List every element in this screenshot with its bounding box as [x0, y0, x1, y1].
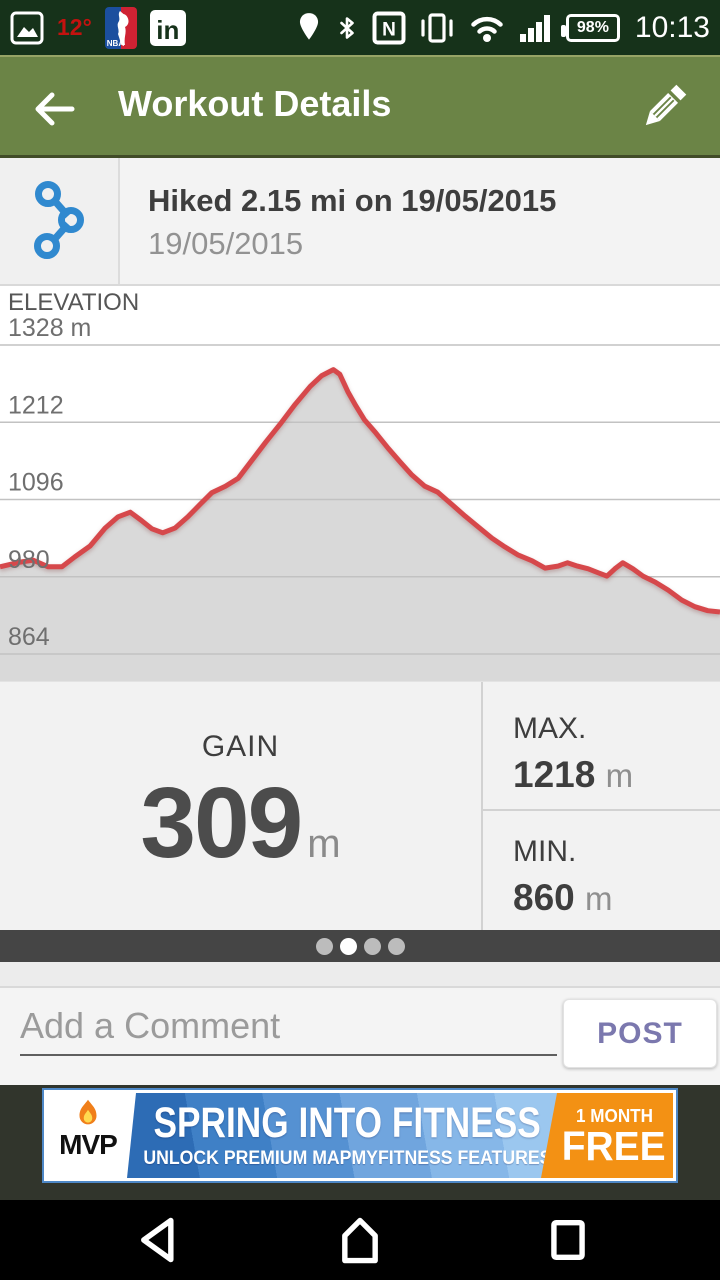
pager-dot-1[interactable]: [339, 937, 357, 955]
gallery-notification-icon: [10, 11, 44, 44]
gain-value: 309: [140, 767, 303, 879]
workout-date: 19/05/2015: [148, 226, 304, 261]
svg-text:1328 m: 1328 m: [8, 314, 91, 342]
max-label: MAX.: [513, 712, 587, 745]
pager-dot-0[interactable]: [315, 937, 333, 955]
location-icon: [299, 12, 318, 40]
nav-recents-icon[interactable]: [542, 1214, 594, 1266]
stats-vertical-divider: [481, 682, 483, 930]
ad-headline: SPRING INTO FITNESS: [153, 1098, 541, 1147]
min-label: MIN.: [513, 835, 577, 868]
android-nav-bar: [0, 1200, 720, 1280]
max-unit: m: [605, 757, 634, 794]
bluetooth-icon: [340, 16, 354, 39]
edit-pencil-icon[interactable]: [636, 79, 692, 135]
svg-text:864: 864: [8, 623, 50, 651]
elevation-chart: 1328 m 1212 1096 980 864 ELEVATION: [0, 286, 720, 681]
vibrate-icon: [421, 12, 453, 43]
ad-blue-panel: SPRING INTO FITNESS UNLOCK PREMIUM MAPMY…: [127, 1093, 567, 1178]
pager-dot-2[interactable]: [363, 937, 381, 955]
flame-icon: [79, 1099, 97, 1125]
stats-panel: GAIN 309 m MAX. 1218 m MIN. 860 m: [0, 681, 720, 930]
ad-section: MVP SPRING INTO FITNESS UNLOCK PREMIUM M…: [0, 1085, 720, 1200]
comment-section: POST: [0, 988, 720, 1085]
clock-text: 10:13: [634, 10, 710, 44]
pager-dots[interactable]: [0, 930, 720, 962]
ad-banner[interactable]: MVP SPRING INTO FITNESS UNLOCK PREMIUM M…: [42, 1088, 678, 1183]
workout-title: Hiked 2.15 mi on 19/05/2015: [148, 183, 557, 218]
signal-icon: [519, 14, 550, 42]
temperature-text: 12°: [57, 14, 92, 40]
elevation-chart-svg: 1328 m 1212 1096 980 864: [0, 314, 720, 681]
min-cell: MIN. 860 m: [483, 811, 720, 931]
status-bar: 12° NBA in N: [0, 0, 720, 55]
comment-input[interactable]: [20, 998, 557, 1056]
max-value: 1218: [513, 754, 596, 795]
nav-back-icon[interactable]: [134, 1214, 186, 1266]
ad-offer-panel: 1 MONTH FREE: [541, 1093, 673, 1178]
chart-title: ELEVATION: [8, 289, 140, 316]
section-divider-strip: [0, 962, 720, 988]
gain-unit: m: [307, 822, 341, 866]
ad-subheadline: UNLOCK PREMIUM MAPMYFITNESS FEATURES: [142, 1147, 552, 1169]
pager-dot-3[interactable]: [387, 937, 405, 955]
wifi-icon: [471, 16, 503, 42]
nfc-icon: N: [372, 11, 406, 44]
max-cell: MAX. 1218 m: [483, 682, 720, 809]
min-unit: m: [585, 880, 613, 917]
gain-label: GAIN: [201, 730, 280, 763]
min-value: 860: [513, 877, 575, 918]
ad-offer-line2: FREE: [562, 1122, 666, 1169]
battery-indicator: 98%: [560, 13, 620, 42]
stats-horizontal-divider: [483, 809, 720, 811]
back-arrow-icon[interactable]: [28, 85, 80, 133]
nav-home-icon[interactable]: [334, 1214, 386, 1266]
route-icon: [34, 181, 84, 259]
svg-text:1096: 1096: [8, 469, 64, 497]
gain-cell: GAIN 309 m: [0, 682, 481, 930]
ad-offer-line1: 1 MONTH: [575, 1105, 653, 1126]
route-icon-cell: [0, 158, 120, 284]
svg-text:N: N: [382, 19, 396, 40]
page-title: Workout Details: [118, 83, 392, 124]
nba-notification-icon: NBA: [104, 6, 137, 49]
svg-text:980: 980: [8, 546, 50, 574]
svg-text:1212: 1212: [8, 391, 64, 419]
post-button[interactable]: POST: [563, 999, 717, 1068]
workout-summary-row[interactable]: Hiked 2.15 mi on 19/05/2015 19/05/2015: [0, 158, 720, 286]
mvp-logo: MVP: [47, 1093, 129, 1178]
linkedin-notification-icon: in: [149, 9, 186, 46]
app-bar: Workout Details: [0, 55, 720, 158]
